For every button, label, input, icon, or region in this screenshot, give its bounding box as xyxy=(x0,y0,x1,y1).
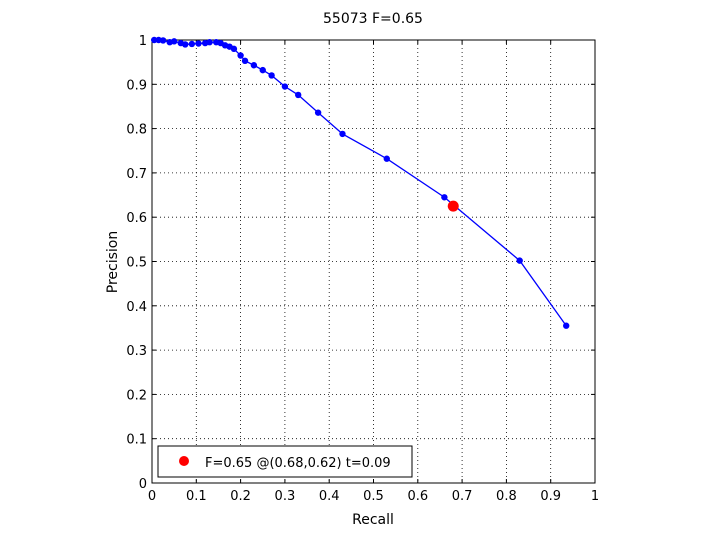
x-tick-label: 0.7 xyxy=(452,489,473,504)
data-point xyxy=(151,36,158,44)
data-point xyxy=(195,40,202,47)
x-tick-label: 0.9 xyxy=(540,489,561,504)
data-point xyxy=(441,194,448,201)
best-f-point xyxy=(447,200,459,212)
x-tick-label: 0.6 xyxy=(407,489,428,504)
x-tick-label: 0.4 xyxy=(319,489,340,504)
data-point xyxy=(339,130,346,138)
y-tick-label: 1 xyxy=(139,34,147,49)
y-tick-label: 0.8 xyxy=(126,123,147,138)
data-point xyxy=(201,39,209,47)
legend-entry: F=0.65 @(0.68,0.62) t=0.09 xyxy=(205,456,391,471)
data-point xyxy=(281,83,289,90)
data-point xyxy=(563,322,570,329)
data-point xyxy=(383,155,390,162)
y-tick-label: 0.3 xyxy=(126,344,147,359)
data-point xyxy=(213,39,220,46)
data-point xyxy=(237,52,244,59)
y-tick-label: 0.9 xyxy=(126,78,147,93)
y-tick-label: 0.5 xyxy=(126,256,147,271)
data-point xyxy=(268,72,275,79)
y-axis-label: Precision xyxy=(105,231,121,293)
series-layer xyxy=(151,36,570,329)
data-point xyxy=(166,39,173,46)
x-tick-label: 0.5 xyxy=(363,489,384,504)
legend: F=0.65 @(0.68,0.62) t=0.09 xyxy=(157,445,413,478)
data-point xyxy=(314,109,322,116)
legend-marker xyxy=(179,456,189,466)
x-axis-label: Recall xyxy=(352,512,394,528)
chart-title: 55073 F=0.65 xyxy=(323,11,423,27)
y-tick-label: 0.1 xyxy=(126,433,147,448)
x-tick-label: 1 xyxy=(591,489,599,504)
y-tick-label: 0.4 xyxy=(126,300,147,315)
axis-ticks: 0 0.1 0.2 0.3 0.4 0.5 0.6 0.7 0.8 0.9 1 0 0.1 0.2 0.3 0… xyxy=(126,34,599,504)
highlight-layer xyxy=(447,200,459,212)
x-tick-label: 0.1 xyxy=(186,489,207,504)
x-tick-label: 0 xyxy=(148,489,156,504)
data-point xyxy=(250,62,258,69)
data-point xyxy=(516,257,523,264)
legend-box xyxy=(157,445,413,478)
y-tick-label: 0.2 xyxy=(126,388,147,403)
data-point xyxy=(188,40,196,48)
data-point xyxy=(177,39,184,47)
data-point xyxy=(294,91,302,99)
y-tick-label: 0.7 xyxy=(126,167,147,182)
data-point xyxy=(155,36,162,44)
data-point xyxy=(241,57,249,65)
x-tick-label: 0.3 xyxy=(275,489,296,504)
y-tick-label: 0 xyxy=(139,477,147,492)
data-point xyxy=(259,66,266,74)
x-tick-label: 0.2 xyxy=(230,489,251,504)
x-tick-label: 0.8 xyxy=(496,489,517,504)
y-tick-label: 0.6 xyxy=(126,211,147,226)
